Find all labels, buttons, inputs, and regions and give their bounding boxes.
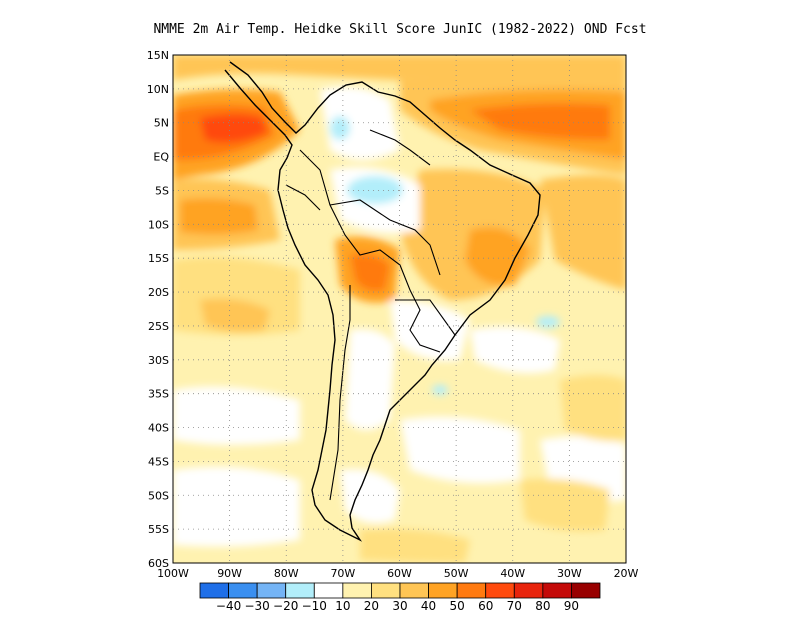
colorbar-tick-label: 90	[564, 599, 579, 613]
longitude-tick-label: 70W	[330, 567, 355, 580]
longitude-tick-label: 20W	[614, 567, 639, 580]
colorbar-swatch	[456, 582, 487, 599]
latitude-labels: 15N 10N 5N EQ 5S 10S 15S 20S 25S 30S 35S 40S 45S 50S 5…	[147, 49, 170, 570]
longitude-tick-label: 90W	[217, 567, 242, 580]
colorbar-tick-label: 80	[535, 599, 550, 613]
latitude-tick-label: 5S	[155, 184, 169, 197]
colorbar-swatch	[513, 582, 544, 599]
skill-field	[173, 55, 626, 563]
colorbar-tick-label: 40	[421, 599, 436, 613]
latitude-tick-label: 30S	[148, 354, 169, 367]
latitude-tick-label: 50S	[148, 489, 169, 502]
latitude-tick-label: 20S	[148, 286, 169, 299]
colorbar	[199, 582, 601, 599]
colorbar-tick-label: 70	[507, 599, 522, 613]
latitude-tick-label: 55S	[148, 523, 169, 536]
latitude-tick-label: EQ	[153, 151, 169, 164]
colorbar-swatch	[342, 582, 372, 599]
graticule	[173, 55, 626, 563]
longitude-tick-label: 80W	[274, 567, 299, 580]
figure-title: NMME 2m Air Temp. Heidke Skill Score Jun…	[153, 22, 647, 37]
colorbar-labels: −40 −30 −20 −10 10 20 30 40 50 60 70 80 90	[216, 599, 579, 613]
colorbar-tick-label: −30	[244, 599, 269, 613]
latitude-tick-label: 25S	[148, 320, 169, 333]
colorbar-tick-label: 10	[335, 599, 350, 613]
colorbar-tick-label: −10	[302, 599, 327, 613]
longitude-labels: 100W 90W 80W 70W 60W 50W 40W 30W 20W	[157, 567, 638, 580]
colorbar-tick-label: 50	[450, 599, 465, 613]
colorbar-tick-label: −20	[273, 599, 298, 613]
latitude-tick-label: 45S	[148, 455, 169, 468]
map-frame	[172, 54, 627, 564]
latitude-tick-label: 35S	[148, 388, 169, 401]
colorbar-swatch	[313, 582, 344, 599]
longitude-tick-label: 60W	[387, 567, 412, 580]
colorbar-swatch	[399, 582, 429, 599]
colorbar-tick-label: 20	[364, 599, 379, 613]
latitude-tick-label: 10N	[147, 83, 169, 96]
longitude-tick-label: 100W	[157, 567, 189, 580]
colorbar-swatch	[571, 582, 601, 599]
colorbar-swatch	[256, 582, 287, 599]
coastline	[224, 61, 541, 542]
latitude-tick-label: 40S	[148, 422, 169, 435]
colorbar-tick-label: 60	[478, 599, 493, 613]
colorbar-swatch	[285, 582, 315, 599]
colorbar-tick-label: 30	[392, 599, 407, 613]
colorbar-swatch	[428, 582, 458, 599]
latitude-tick-label: 5N	[154, 117, 169, 130]
latitude-tick-label: 15S	[148, 252, 169, 265]
latitude-tick-label: 60S	[148, 557, 169, 570]
colorbar-swatch	[542, 582, 572, 599]
colorbar-swatch	[485, 582, 515, 599]
longitude-tick-label: 30W	[557, 567, 582, 580]
colorbar-tick-label: −40	[216, 599, 241, 613]
longitude-tick-label: 40W	[500, 567, 525, 580]
latitude-tick-label: 15N	[147, 49, 169, 62]
colorbar-swatch	[228, 582, 258, 599]
colorbar-swatch	[371, 582, 401, 599]
longitude-tick-label: 50W	[444, 567, 469, 580]
latitude-tick-label: 10S	[148, 218, 169, 231]
colorbar-swatch	[199, 582, 229, 599]
